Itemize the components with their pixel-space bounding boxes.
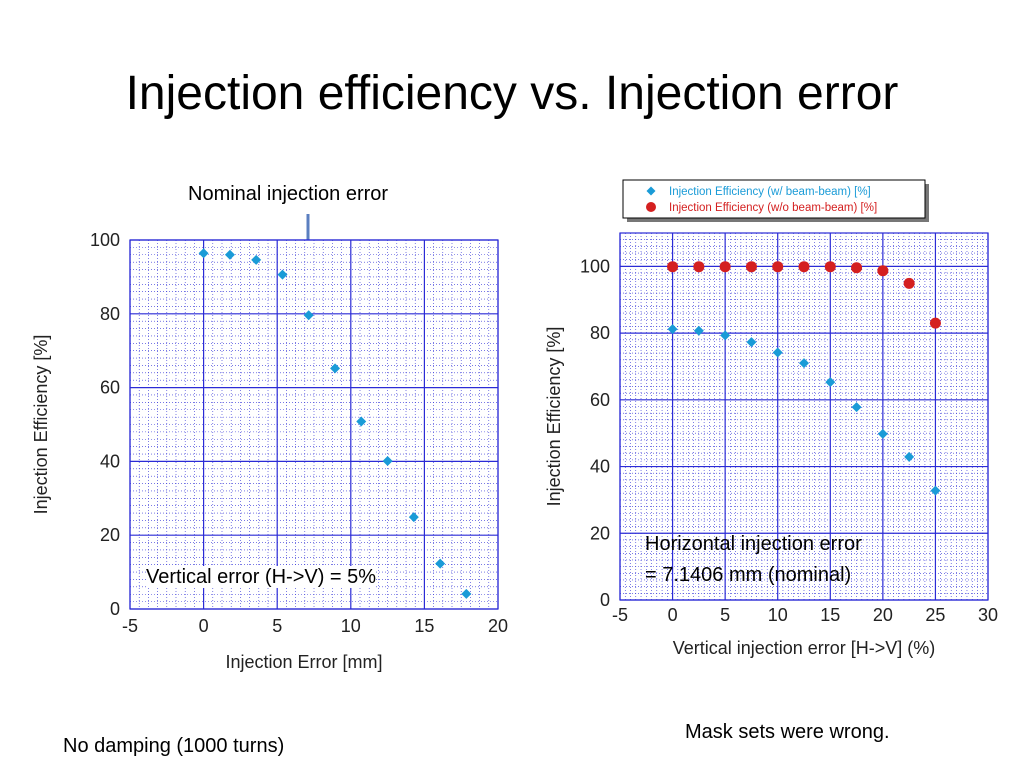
x-tick-label: 10	[341, 616, 361, 636]
data-point	[667, 324, 678, 335]
slide-title: Injection efficiency vs. Injection error	[125, 67, 899, 120]
data-point	[356, 416, 367, 427]
x-tick-label: 10	[768, 605, 788, 625]
x-tick-label: -5	[612, 605, 628, 625]
x-tick-label: 30	[978, 605, 998, 625]
data-point	[330, 363, 341, 374]
x-tick-label: 0	[668, 605, 678, 625]
y-axis-label: Injection Efficiency [%]	[544, 327, 564, 507]
right-note-line-1: Horizontal injection error	[645, 533, 862, 555]
data-point	[720, 330, 731, 341]
data-point	[198, 248, 209, 259]
x-tick-label: 15	[414, 616, 434, 636]
data-point	[799, 358, 809, 369]
data-point	[798, 261, 810, 273]
x-axis-label: Injection Error [mm]	[225, 652, 382, 672]
data-point	[719, 261, 731, 273]
y-tick-label: 100	[90, 230, 120, 250]
y-tick-label: 80	[590, 323, 610, 343]
data-point	[903, 277, 915, 289]
data-point	[851, 402, 862, 413]
legend-marker	[646, 202, 656, 212]
x-tick-label: 5	[720, 605, 730, 625]
y-tick-label: 20	[590, 523, 610, 543]
y-tick-label: 60	[100, 378, 120, 398]
y-tick-label: 40	[100, 451, 120, 471]
data-point	[929, 317, 941, 329]
data-point	[930, 485, 941, 496]
legend	[622, 179, 929, 222]
y-tick-label: 80	[100, 304, 120, 324]
x-tick-label: 0	[199, 616, 209, 636]
data-point	[435, 558, 446, 569]
y-tick-label: 20	[100, 525, 120, 545]
footer-left: No damping (1000 turns)	[63, 735, 285, 757]
left-note: Vertical error (H->V) = 5%	[146, 566, 377, 588]
x-tick-label: -5	[122, 616, 138, 636]
legend-marker	[646, 186, 656, 196]
data-point	[693, 325, 704, 336]
data-point	[824, 261, 836, 273]
data-point	[746, 337, 757, 348]
right-note: Horizontal injection error = 7.1406 mm (…	[645, 529, 862, 591]
data-point	[772, 347, 783, 358]
data-point	[303, 310, 314, 321]
data-point	[772, 261, 784, 273]
footer-right: Mask sets were wrong.	[685, 721, 890, 743]
right-note-line-2: = 7.1406 mm (nominal)	[645, 564, 852, 586]
y-tick-label: 40	[590, 457, 610, 477]
data-point	[224, 249, 235, 260]
data-point	[851, 262, 863, 274]
x-tick-label: 15	[820, 605, 840, 625]
x-tick-label: 5	[272, 616, 282, 636]
y-tick-label: 0	[600, 590, 610, 610]
data-point	[693, 261, 705, 273]
data-point	[277, 269, 288, 280]
data-point	[382, 456, 393, 467]
y-tick-label: 60	[590, 390, 610, 410]
data-point	[904, 451, 915, 462]
data-point	[251, 254, 262, 265]
data-point	[877, 265, 889, 277]
x-tick-label: 20	[873, 605, 893, 625]
data-point	[825, 377, 836, 388]
data-point	[461, 588, 472, 599]
legend-label: Injection Efficiency (w/ beam-beam) [%]	[669, 186, 871, 198]
nominal-error-annotation: Nominal injection error	[188, 183, 389, 205]
y-axis-label: Injection Efficiency [%]	[31, 335, 51, 515]
y-tick-label: 0	[110, 599, 120, 619]
data-point	[745, 261, 757, 273]
x-axis-label: Vertical injection error [H->V] (%)	[673, 638, 936, 658]
y-tick-label: 100	[580, 256, 610, 276]
data-point	[877, 428, 888, 439]
x-tick-label: 20	[488, 616, 508, 636]
x-tick-label: 25	[925, 605, 945, 625]
data-point	[667, 261, 679, 273]
legend-label: Injection Efficiency (w/o beam-beam) [%]	[669, 202, 877, 214]
data-point	[408, 512, 419, 523]
